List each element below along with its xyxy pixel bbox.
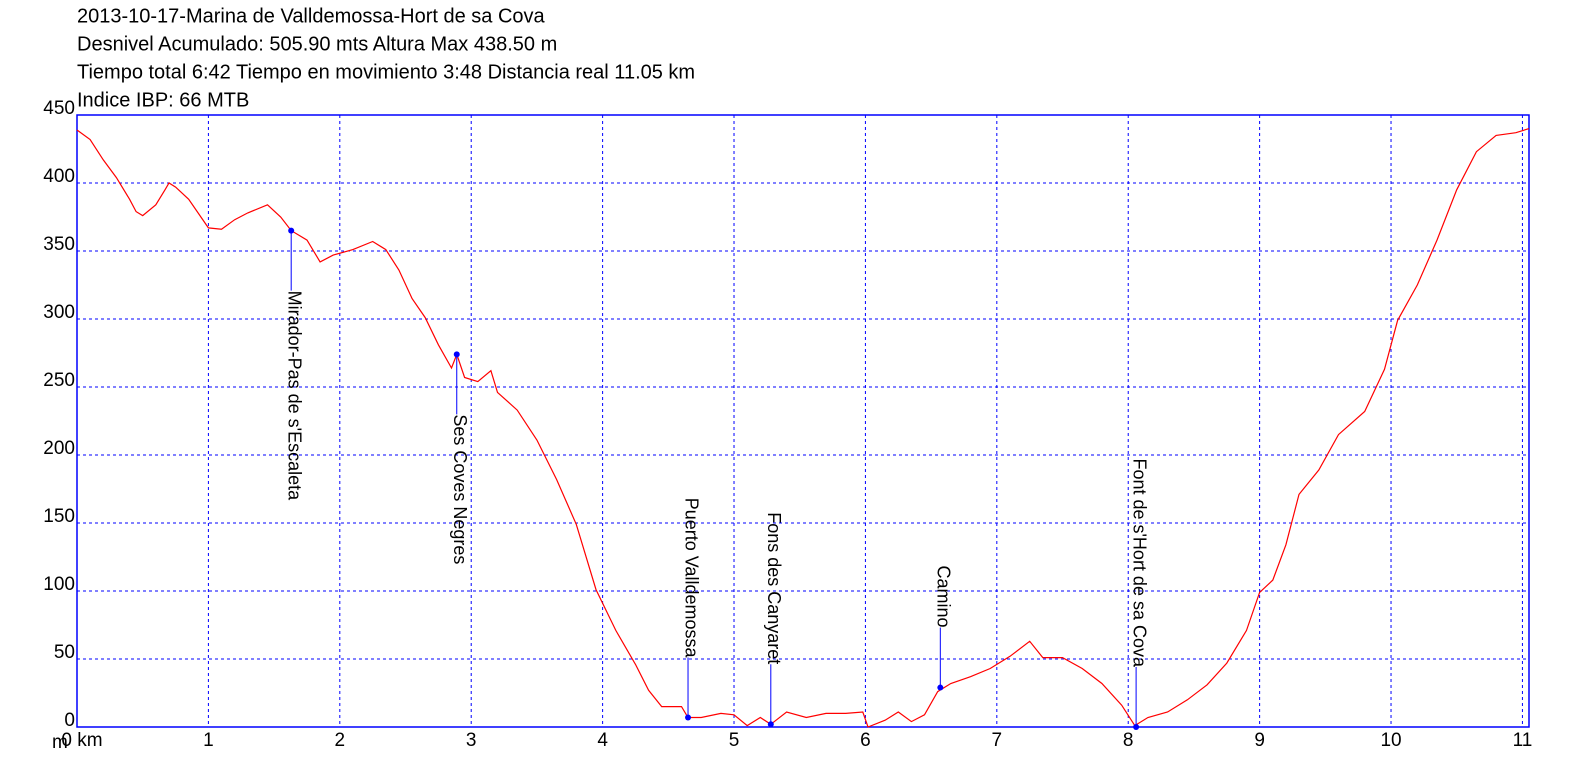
annotation-label: Fons des Canyaret xyxy=(764,512,784,664)
x-tick-label: 3 xyxy=(466,730,477,751)
y-tick-label: 350 xyxy=(43,234,75,255)
x-tick-label: 0 km xyxy=(61,730,102,751)
x-tick-label: 11 xyxy=(1513,730,1533,751)
annotation-label: Mirador-Pas de s'Escaleta xyxy=(284,291,304,502)
x-tick-label: 10 xyxy=(1380,730,1401,751)
x-tick-label: 4 xyxy=(597,730,608,751)
waypoint xyxy=(937,684,944,691)
y-tick-label: 100 xyxy=(43,574,75,595)
annotation-label: Font de s'Hort de sa Cova xyxy=(1129,458,1149,668)
annotation-label: Camino xyxy=(934,566,954,628)
chart-subtitle: Desnivel Acumulado: 505.90 mts Altura Ma… xyxy=(77,33,557,55)
x-tick-label: 7 xyxy=(992,730,1003,751)
chart-title: 2013-10-17-Marina de Valldemossa-Hort de… xyxy=(77,5,546,27)
x-tick-label: 9 xyxy=(1254,730,1265,751)
x-tick-label: 8 xyxy=(1123,730,1134,751)
annotation-label: Puerto Valldemossa xyxy=(681,498,701,659)
waypoint xyxy=(453,351,460,358)
x-tick-label: 5 xyxy=(729,730,740,751)
y-tick-label: 150 xyxy=(43,506,75,527)
y-tick-label: 200 xyxy=(43,438,75,459)
waypoint xyxy=(767,721,774,728)
chart-subtitle: Indice IBP: 66 MTB xyxy=(77,89,249,111)
waypoint xyxy=(685,714,692,721)
annotation-label: Ses Coves Negres xyxy=(450,414,470,564)
plot-frame xyxy=(76,114,1530,728)
y-tick-label: 0 xyxy=(64,710,75,731)
elevation-line xyxy=(76,128,1530,728)
y-tick-label: 450 xyxy=(43,98,75,119)
y-axis-label: m xyxy=(52,732,68,753)
x-tick-label: 6 xyxy=(860,730,871,751)
y-tick-label: 250 xyxy=(43,370,75,391)
y-tick-label: 50 xyxy=(54,642,75,663)
x-tick-label: 2 xyxy=(335,730,346,751)
chart-subtitle: Tiempo total 6:42 Tiempo en movimiento 3… xyxy=(77,61,695,83)
waypoint xyxy=(288,227,295,234)
y-tick-label: 300 xyxy=(43,302,75,323)
waypoint xyxy=(1133,724,1140,730)
x-tick-label: 1 xyxy=(203,730,214,751)
y-tick-label: 400 xyxy=(43,166,75,187)
